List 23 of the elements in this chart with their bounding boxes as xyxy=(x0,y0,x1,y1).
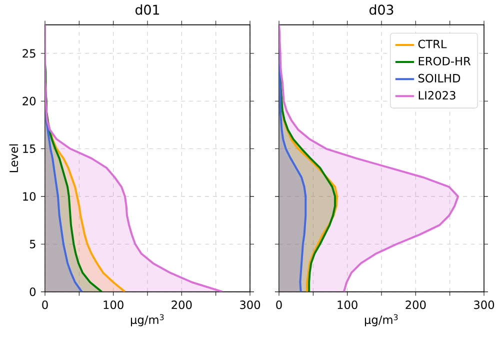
x-tick-label: 0 xyxy=(42,300,48,310)
x-tick-label: 300 xyxy=(474,300,494,310)
x-axis-title: μg/m$^{3}$ xyxy=(364,314,398,326)
y-tick-label: 20 xyxy=(22,96,36,106)
chart-title: d01 xyxy=(136,4,159,15)
x-tick-label: 100 xyxy=(338,300,358,310)
x-tick-label: 0 xyxy=(276,300,282,310)
y-tick-label: 5 xyxy=(30,240,36,248)
y-tick-label: 15 xyxy=(23,144,36,154)
x-tick-label: 100 xyxy=(104,300,124,310)
legend-label: EROD-HR xyxy=(418,56,471,66)
legend-label: LI2023 xyxy=(418,91,456,100)
x-tick-label: 200 xyxy=(406,300,426,310)
y-tick-label: 10 xyxy=(23,192,36,201)
x-tick-label: 200 xyxy=(172,300,192,310)
x-axis-title: μg/m$^{3}$ xyxy=(130,314,164,326)
y-tick-label: 0 xyxy=(30,288,36,296)
chart-title: d03 xyxy=(370,4,394,15)
y-axis-title: Level xyxy=(9,144,18,172)
legend-label: SOILHD xyxy=(418,74,460,83)
legend-label: CTRL xyxy=(418,40,447,48)
y-tick-label: 25 xyxy=(22,49,36,58)
x-tick-label: 300 xyxy=(240,300,260,310)
